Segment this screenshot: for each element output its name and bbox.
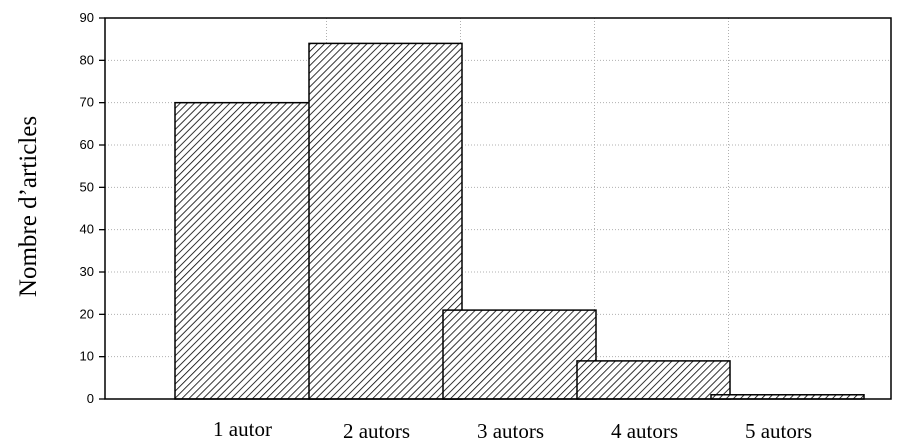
x-category-label: 2 autors	[343, 419, 410, 443]
x-category-label: 3 autors	[477, 419, 544, 443]
y-tick-label: 30	[80, 264, 94, 279]
bars	[174, 42, 865, 400]
bar	[174, 101, 329, 400]
x-category-label: 1 autor	[213, 417, 272, 441]
y-axis-title: Nombre d’articles	[15, 116, 42, 297]
y-tick-label: 10	[80, 349, 94, 364]
plot-frame	[104, 17, 892, 400]
x-category-label: 4 autors	[611, 419, 678, 443]
y-tick-label: 20	[80, 306, 94, 321]
category-labels: 1 autor 2 autors 3 autors 4 autors 5 autors	[213, 417, 812, 443]
bar	[576, 360, 731, 400]
y-tick-label: 0	[87, 391, 94, 406]
y-tick-label: 80	[80, 52, 94, 67]
y-tick-label: 40	[80, 222, 94, 237]
y-tick-label: 60	[80, 137, 94, 152]
bar	[308, 42, 463, 400]
y-tick-label: 50	[80, 179, 94, 194]
bar	[442, 309, 597, 400]
y-axis: 0 10 20 30 40 50 60 70 80 90	[80, 10, 105, 406]
x-category-label: 5 autors	[745, 419, 812, 443]
y-tick-label: 90	[80, 10, 94, 25]
y-tick-label: 70	[80, 95, 94, 110]
